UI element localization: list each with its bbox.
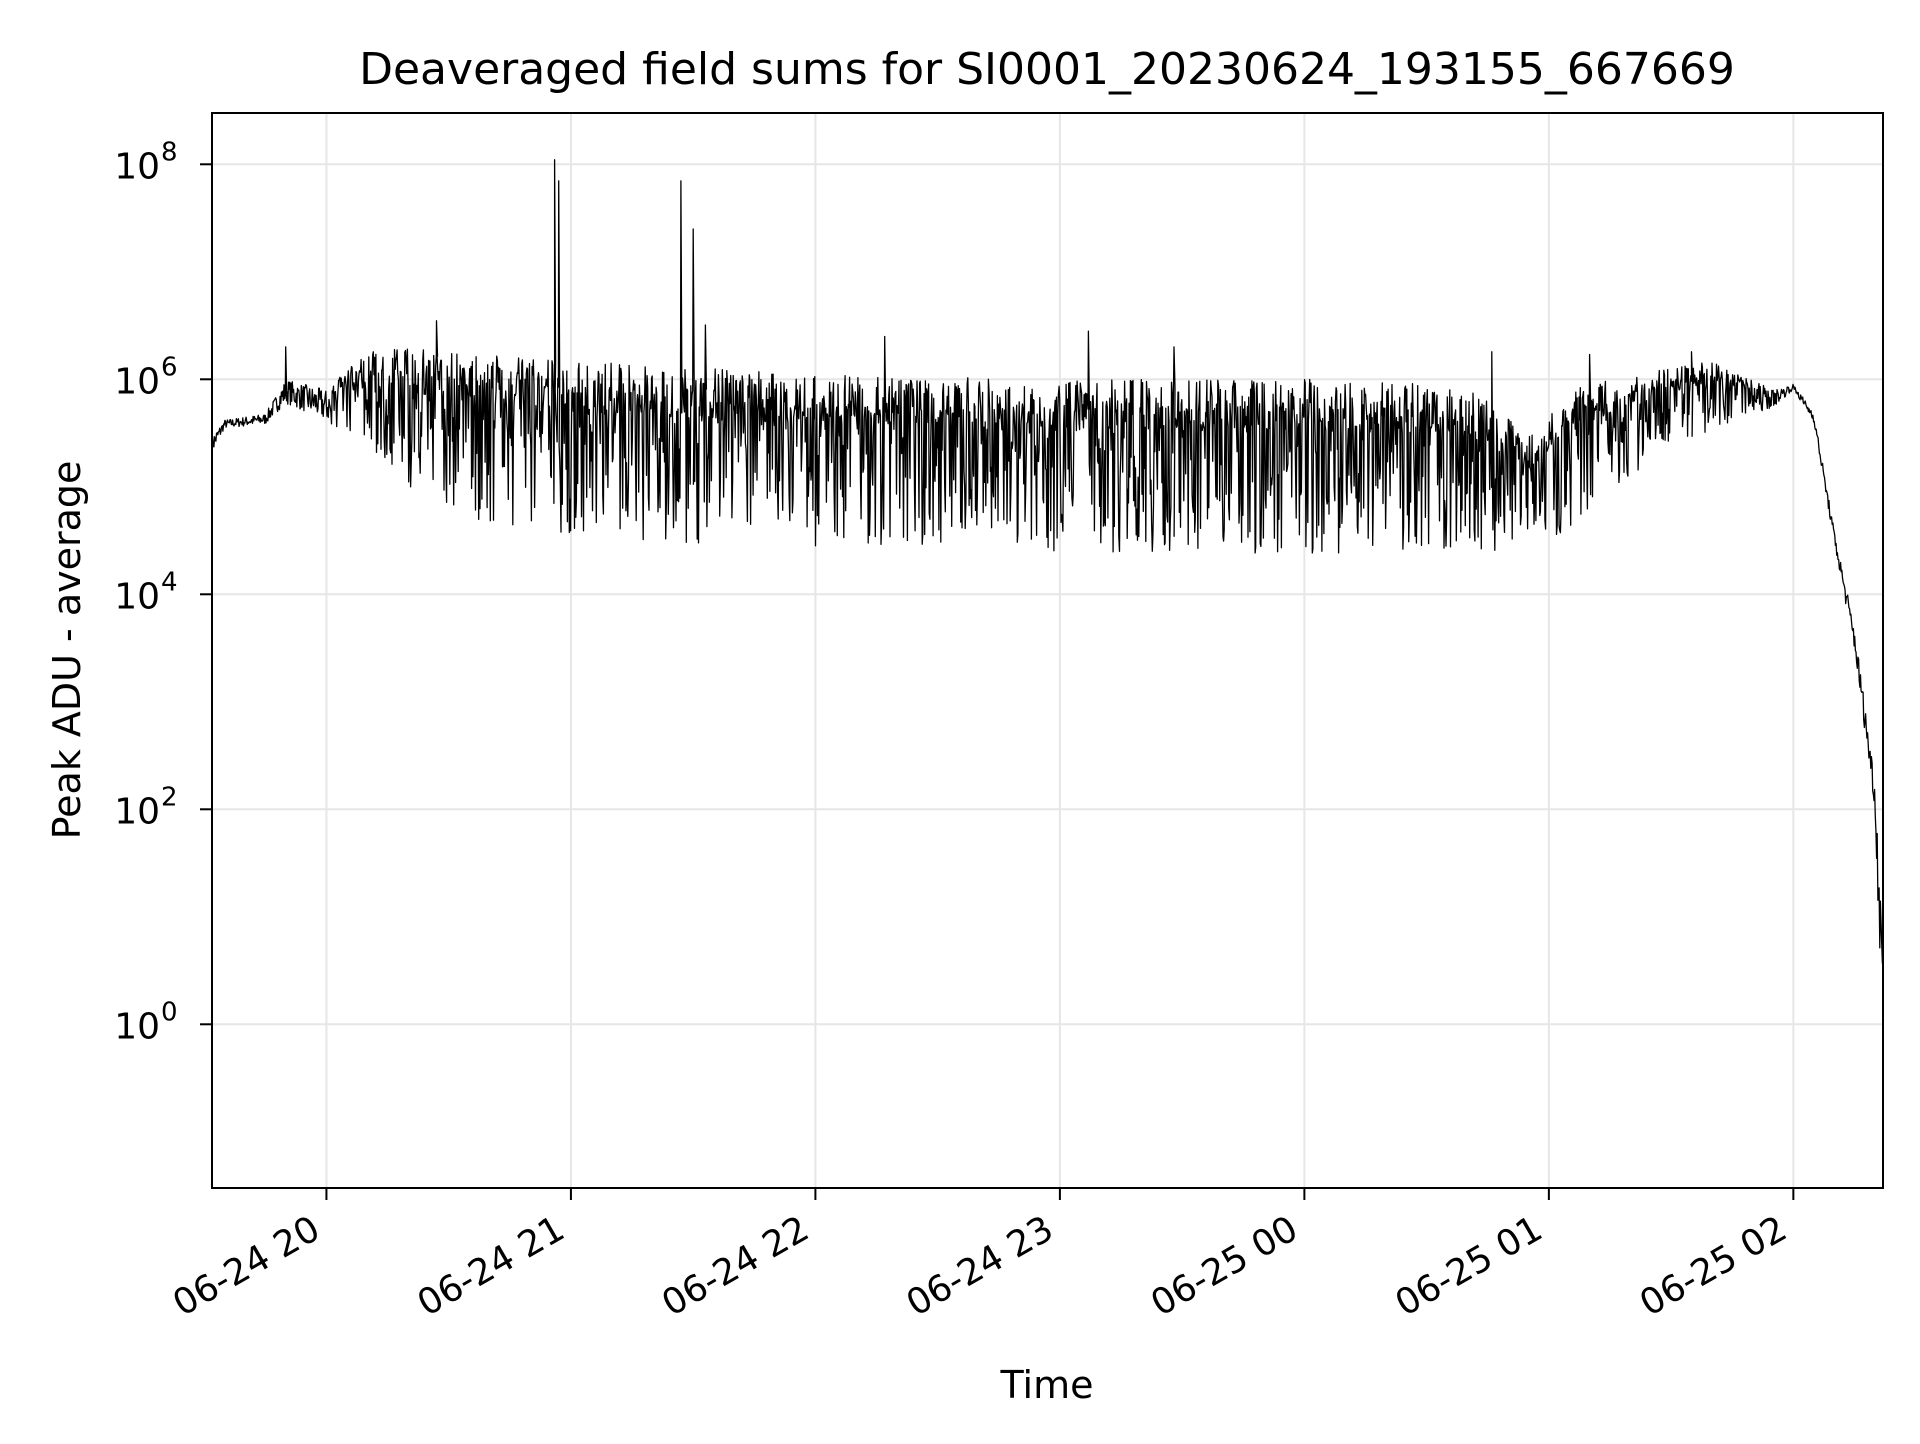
y-tick-exponent: 6 (161, 352, 178, 382)
y-tick-exponent: 8 (161, 137, 178, 167)
y-tick-label: 10 (114, 1006, 160, 1047)
plot-frame (211, 112, 1884, 1189)
x-axis: 06-24 20 06-24 21 06-24 22 06-24 23 06-25 00… (166, 1188, 1795, 1325)
series-group (211, 159, 1884, 964)
x-tick-label: 06-24 21 (411, 1208, 572, 1324)
x-axis-label: Time (1000, 1363, 1094, 1407)
chart-title: Deaveraged field sums for SI0001_2023062… (359, 44, 1735, 95)
series-line (211, 159, 1884, 964)
y-tick-exponent: 2 (161, 782, 178, 812)
x-tick-label: 06-24 20 (166, 1208, 327, 1324)
y-tick-exponent: 0 (161, 997, 178, 1027)
y-tick-label: 10 (114, 146, 160, 187)
x-tick-label: 06-24 23 (900, 1208, 1061, 1324)
x-tick-label: 06-25 00 (1144, 1208, 1305, 1324)
y-tick-label: 10 (114, 576, 160, 617)
y-tick-exponent: 4 (161, 567, 178, 597)
x-tick-label: 06-25 01 (1389, 1208, 1550, 1324)
grid-lines (212, 113, 1883, 1188)
y-tick-label: 10 (114, 361, 160, 402)
y-axis-label: Peak ADU - average (45, 461, 89, 840)
y-tick-label: 10 (114, 791, 160, 832)
x-tick-label: 06-24 22 (655, 1208, 816, 1324)
x-tick-label: 06-25 02 (1633, 1208, 1794, 1324)
